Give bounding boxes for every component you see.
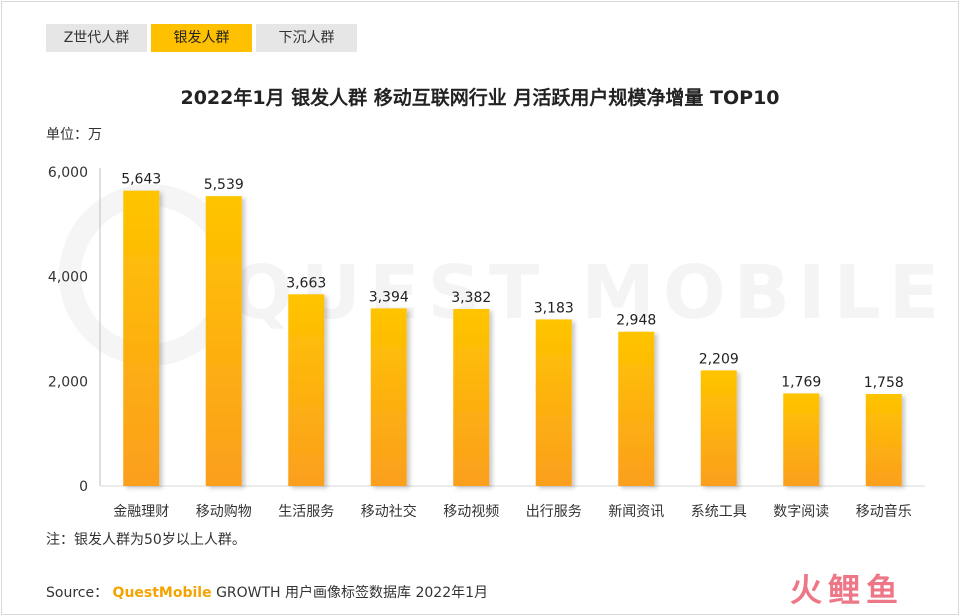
bar-value-label: 1,758 bbox=[864, 375, 904, 391]
bar bbox=[783, 393, 820, 486]
x-category-label: 数字阅读 bbox=[773, 503, 829, 520]
x-category-label: 出行服务 bbox=[526, 504, 582, 520]
bar bbox=[700, 370, 737, 486]
x-category-label: 移动音乐 bbox=[856, 503, 912, 520]
bar-value-label: 1,769 bbox=[781, 374, 821, 390]
x-category-label: 生活服务 bbox=[278, 504, 334, 520]
x-category-label: 移动社交 bbox=[361, 503, 417, 520]
bar-value-label: 3,183 bbox=[534, 300, 574, 316]
bar-value-label: 3,382 bbox=[451, 290, 491, 306]
bar bbox=[370, 308, 407, 486]
chart-title: 2022年1月 银发人群 移动互联网行业 月活跃用户规模净增量 TOP10 bbox=[180, 87, 780, 109]
y-tick-label: 6,000 bbox=[48, 165, 88, 181]
tab-silver[interactable]: 银发人群 bbox=[151, 24, 252, 52]
bar bbox=[535, 319, 572, 486]
source-line: Source： QuestMobile GROWTH 用户画像标签数据库 202… bbox=[46, 582, 488, 602]
bar bbox=[865, 393, 902, 486]
bar-value-label: 2,948 bbox=[616, 313, 656, 329]
bar-value-label: 2,209 bbox=[699, 351, 739, 367]
bar bbox=[288, 294, 325, 486]
bar-value-label: 5,643 bbox=[121, 172, 161, 188]
y-tick-label: 4,000 bbox=[48, 270, 88, 286]
huoliyu-logo: 火鲤鱼 bbox=[790, 571, 904, 609]
bar-value-label: 5,539 bbox=[204, 177, 244, 193]
group-tabs: Z世代人群 银发人群 下沉人群 bbox=[46, 24, 357, 52]
logo-text: 火鲤鱼 bbox=[790, 571, 904, 609]
x-category-label: 移动视频 bbox=[443, 504, 499, 520]
bar bbox=[453, 309, 490, 486]
tab-gen-z[interactable]: Z世代人群 bbox=[46, 24, 147, 52]
footnote: 注：银发人群为50岁以上人群。 bbox=[46, 532, 246, 548]
y-tick-label: 2,000 bbox=[48, 374, 88, 390]
watermark-text: QUEST MOBILE bbox=[230, 250, 947, 336]
x-category-label: 系统工具 bbox=[691, 504, 747, 520]
x-category-label: 金融理财 bbox=[113, 504, 169, 520]
bar-value-label: 3,394 bbox=[369, 289, 409, 305]
source-suffix: GROWTH 用户画像标签数据库 2022年1月 bbox=[216, 585, 489, 601]
x-category-label: 新闻资讯 bbox=[608, 504, 664, 520]
bar bbox=[618, 331, 655, 486]
source-brand: QuestMobile bbox=[112, 585, 212, 601]
unit-label: 单位：万 bbox=[46, 127, 102, 143]
bar bbox=[123, 190, 160, 487]
bar bbox=[205, 196, 242, 486]
x-category-label: 移动购物 bbox=[196, 504, 252, 520]
y-tick-label: 0 bbox=[79, 479, 88, 495]
bar-value-label: 3,663 bbox=[286, 275, 326, 291]
tab-lower-tier[interactable]: 下沉人群 bbox=[256, 24, 357, 52]
source-prefix: Source： bbox=[46, 585, 109, 601]
